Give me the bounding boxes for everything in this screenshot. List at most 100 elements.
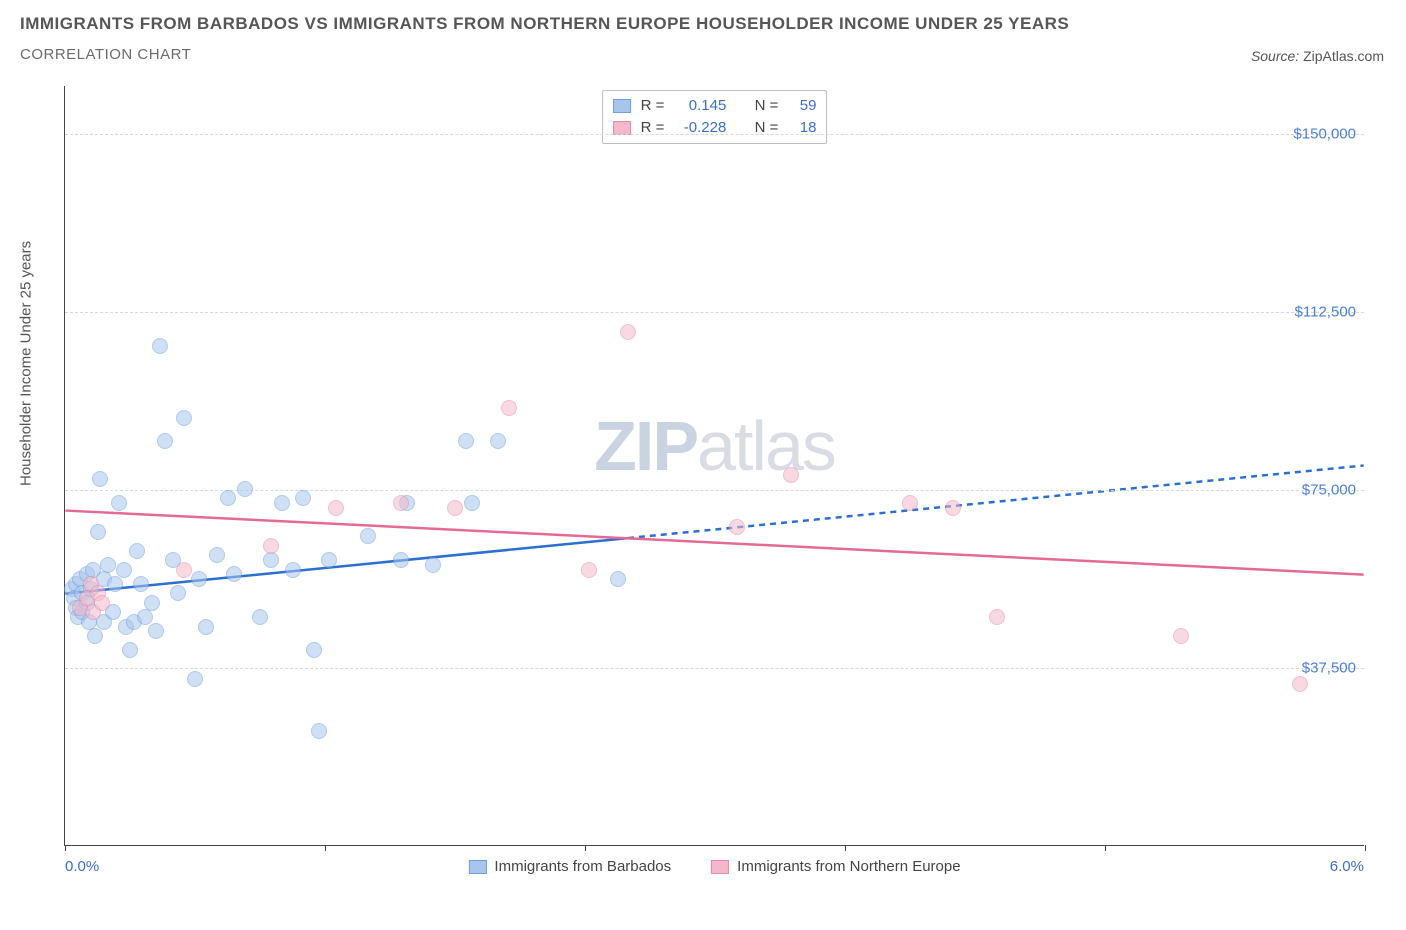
scatter-point (157, 433, 173, 449)
scatter-point (1292, 676, 1308, 692)
gridline (65, 134, 1364, 135)
x-tick (65, 845, 66, 851)
scatter-point (198, 619, 214, 635)
scatter-point (295, 490, 311, 506)
x-axis-max-label: 6.0% (1330, 858, 1364, 875)
x-axis-min-label: 0.0% (65, 858, 99, 875)
r-value-0: 0.145 (674, 95, 726, 117)
scatter-point (87, 628, 103, 644)
y-axis-title: Householder Income Under 25 years (18, 241, 35, 486)
series-label-1: Immigrants from Northern Europe (737, 858, 960, 875)
scatter-point (393, 495, 409, 511)
scatter-point (425, 557, 441, 573)
scatter-point (783, 467, 799, 483)
scatter-point (122, 642, 138, 658)
chart-subtitle: CORRELATION CHART (20, 46, 1386, 63)
scatter-point (226, 566, 242, 582)
scatter-point (170, 585, 186, 601)
scatter-point (447, 500, 463, 516)
scatter-point (237, 481, 253, 497)
scatter-point (1173, 628, 1189, 644)
r-label-0: R = (641, 95, 665, 117)
scatter-point (116, 562, 132, 578)
gridline (65, 490, 1364, 491)
scatter-point (501, 400, 517, 416)
watermark-rest: atlas (697, 407, 835, 485)
scatter-point (191, 571, 207, 587)
plot-area: ZIPatlas R = 0.145 N = 59 R = -0.228 N =… (64, 86, 1364, 846)
scatter-point (581, 562, 597, 578)
scatter-point (92, 471, 108, 487)
trend-line (65, 538, 628, 594)
scatter-point (100, 557, 116, 573)
scatter-point (144, 595, 160, 611)
n-value-1: 18 (788, 117, 816, 139)
trend-line (65, 511, 1363, 575)
scatter-point (263, 538, 279, 554)
scatter-point (902, 495, 918, 511)
scatter-point (393, 552, 409, 568)
scatter-point (610, 571, 626, 587)
series-swatch-0 (468, 860, 486, 874)
source-prefix: Source: (1251, 48, 1303, 64)
r-value-1: -0.228 (674, 117, 726, 139)
scatter-point (176, 410, 192, 426)
legend-row-1: R = -0.228 N = 18 (613, 117, 817, 139)
scatter-point (107, 576, 123, 592)
chart-container: Householder Income Under 25 years ZIPatl… (20, 86, 1386, 876)
y-tick-label: $150,000 (1293, 125, 1356, 142)
scatter-point (152, 338, 168, 354)
legend-row-0: R = 0.145 N = 59 (613, 95, 817, 117)
scatter-point (94, 595, 110, 611)
n-label-1: N = (755, 117, 779, 139)
scatter-point (306, 642, 322, 658)
x-tick (325, 845, 326, 851)
scatter-point (945, 500, 961, 516)
scatter-point (989, 609, 1005, 625)
source-attribution: Source: ZipAtlas.com (1251, 48, 1384, 64)
scatter-point (220, 490, 236, 506)
x-tick (1105, 845, 1106, 851)
scatter-point (328, 500, 344, 516)
x-tick (845, 845, 846, 851)
scatter-point (311, 723, 327, 739)
scatter-point (148, 623, 164, 639)
series-swatch-1 (711, 860, 729, 874)
scatter-point (274, 495, 290, 511)
gridline (65, 312, 1364, 313)
scatter-point (90, 524, 106, 540)
series-legend: Immigrants from Barbados Immigrants from… (468, 858, 960, 875)
scatter-point (490, 433, 506, 449)
scatter-point (111, 495, 127, 511)
n-value-0: 59 (788, 95, 816, 117)
scatter-point (133, 576, 149, 592)
scatter-point (263, 552, 279, 568)
source-name: ZipAtlas.com (1303, 48, 1384, 64)
scatter-point (129, 543, 145, 559)
scatter-point (458, 433, 474, 449)
series-legend-item-1: Immigrants from Northern Europe (711, 858, 960, 875)
n-label-0: N = (755, 95, 779, 117)
r-label-1: R = (641, 117, 665, 139)
series-label-0: Immigrants from Barbados (494, 858, 671, 875)
chart-title: IMMIGRANTS FROM BARBADOS VS IMMIGRANTS F… (20, 14, 1386, 34)
scatter-point (176, 562, 192, 578)
scatter-point (285, 562, 301, 578)
legend-swatch-0 (613, 99, 631, 113)
scatter-point (137, 609, 153, 625)
scatter-point (620, 324, 636, 340)
scatter-point (209, 547, 225, 563)
correlation-legend: R = 0.145 N = 59 R = -0.228 N = 18 (602, 90, 828, 144)
x-tick (585, 845, 586, 851)
watermark-bold: ZIP (594, 407, 697, 485)
y-tick-label: $75,000 (1302, 481, 1356, 498)
x-tick (1365, 845, 1366, 851)
scatter-point (321, 552, 337, 568)
series-legend-item-0: Immigrants from Barbados (468, 858, 671, 875)
y-tick-label: $37,500 (1302, 659, 1356, 676)
y-tick-label: $112,500 (1295, 303, 1356, 320)
scatter-point (252, 609, 268, 625)
gridline (65, 668, 1364, 669)
scatter-point (729, 519, 745, 535)
scatter-point (464, 495, 480, 511)
